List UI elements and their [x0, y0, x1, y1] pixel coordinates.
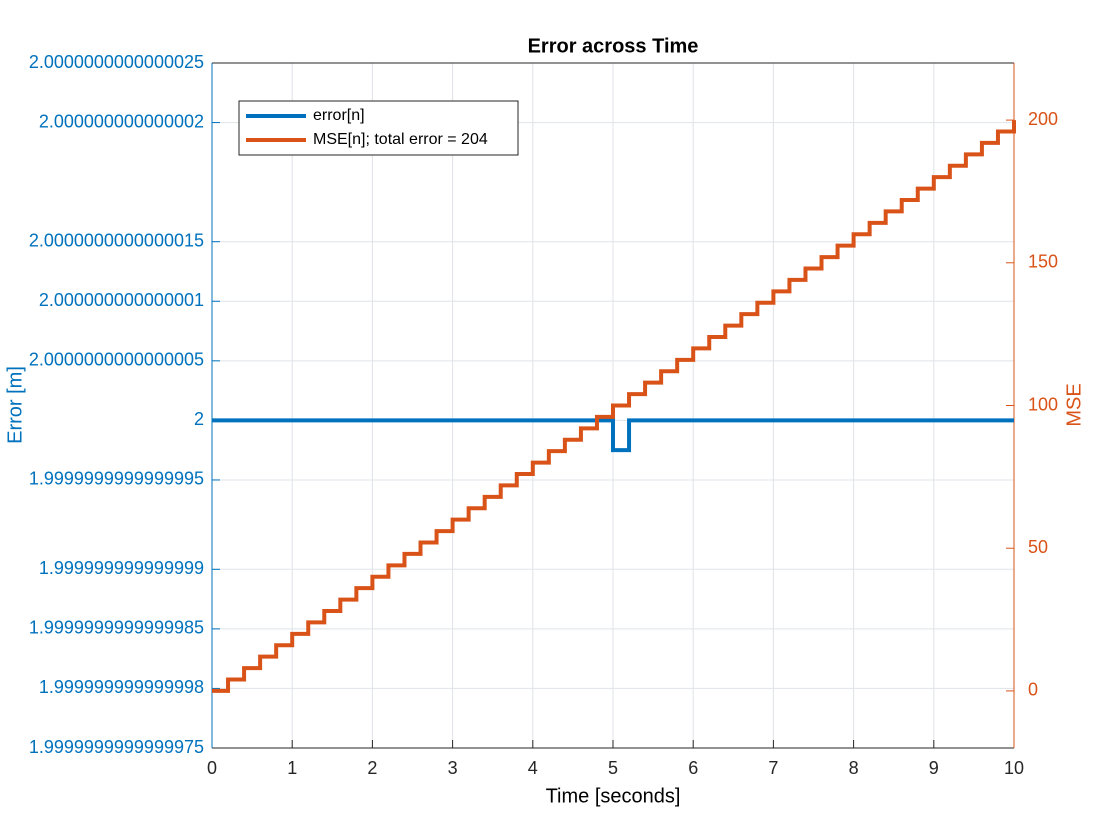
legend-label: MSE[n]; total error = 204 [313, 131, 488, 148]
x-tick-label: 1 [287, 758, 297, 778]
y2-axis-label: MSE [1063, 383, 1085, 426]
x-tick-label: 9 [929, 758, 939, 778]
y-tick-label: 1.9999999999999995 [29, 469, 204, 489]
legend: error[n] MSE[n]; total error = 204 [238, 100, 519, 156]
x-tick-label: 3 [448, 758, 458, 778]
y-tick-label: 2 [194, 409, 204, 429]
x-tick-label: 8 [849, 758, 859, 778]
y-tick-label: 1.999999999999998 [39, 677, 204, 697]
y2-tick-label: 0 [1028, 680, 1038, 700]
y2-tick-label: 50 [1028, 537, 1048, 557]
y-tick-label: 2.0000000000000005 [29, 350, 204, 370]
y2-tick-label: 100 [1028, 394, 1058, 414]
data-line [212, 120, 1016, 693]
x-tick-label: 5 [608, 758, 618, 778]
x-tick-label: 6 [688, 758, 698, 778]
y-tick-label: 1.9999999999999975 [29, 737, 204, 757]
y-tick-label: 2.0000000000000015 [29, 230, 204, 250]
y-tick-label: 2.0000000000000025 [29, 52, 204, 72]
x-tick-label: 10 [1004, 758, 1024, 778]
data-line [212, 418, 1014, 453]
legend-box [238, 100, 519, 156]
legend-label: error[n] [313, 107, 365, 124]
x-tick-label: 2 [367, 758, 377, 778]
y2-tick-label: 150 [1028, 252, 1058, 272]
y-tick-label: 2.000000000000002 [39, 111, 204, 131]
x-tick-label: 7 [768, 758, 778, 778]
y2-tick-label: 200 [1028, 109, 1058, 129]
y-axis-label: Error [m] [4, 366, 26, 444]
x-tick-label: 0 [207, 758, 217, 778]
chart-title: Error across Time [528, 35, 699, 57]
y-tick-label: 1.9999999999999985 [29, 618, 204, 638]
y-tick-label: 1.999999999999999 [39, 558, 204, 578]
x-tick-label: 4 [528, 758, 538, 778]
y-tick-label: 2.000000000000001 [39, 290, 204, 310]
x-axis-label: Time [seconds] [546, 785, 681, 807]
